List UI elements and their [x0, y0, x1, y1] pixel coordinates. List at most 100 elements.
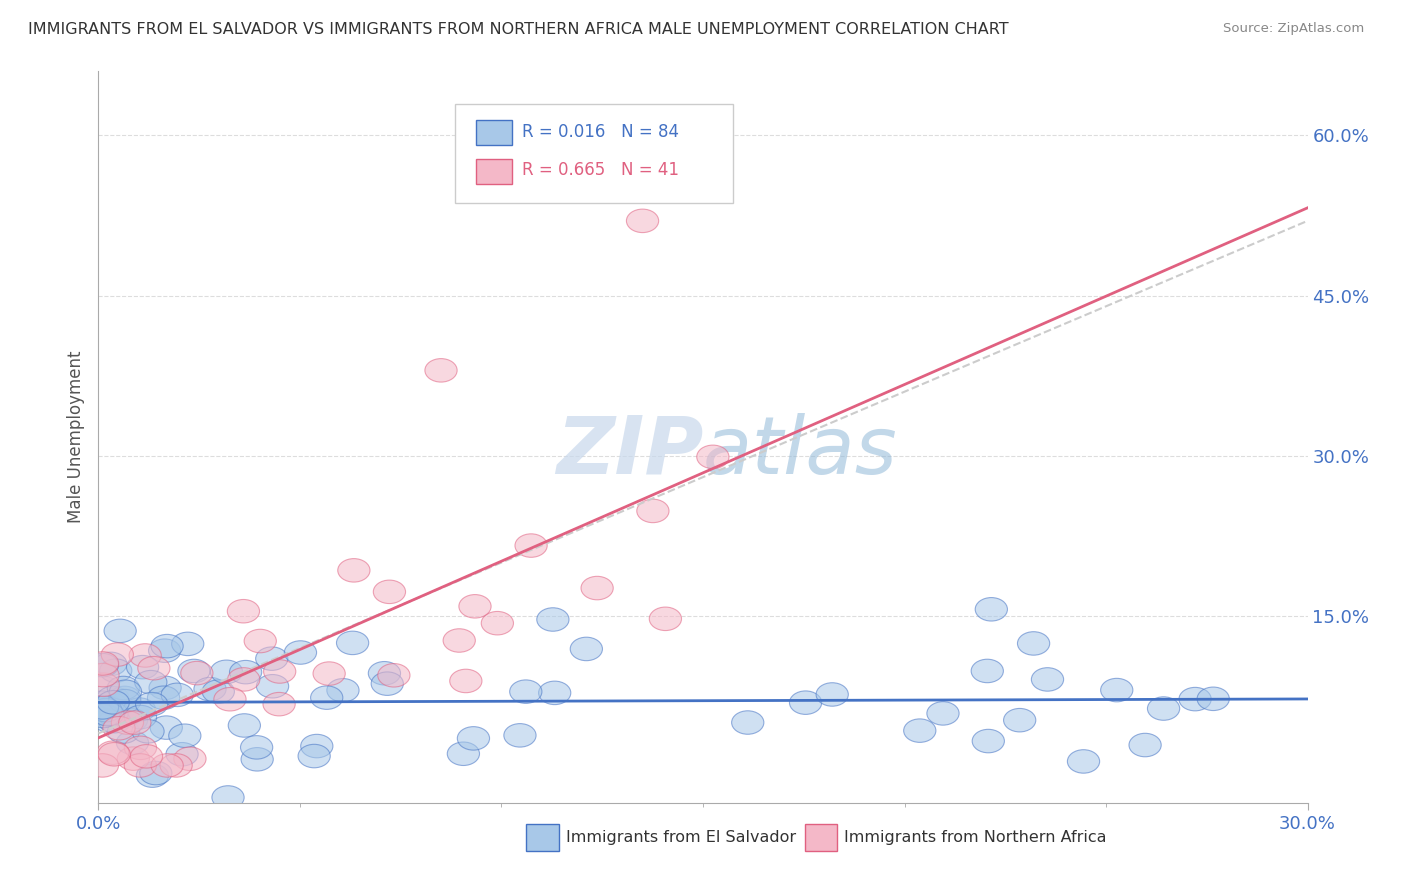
Ellipse shape: [240, 747, 273, 771]
Ellipse shape: [90, 698, 122, 722]
Ellipse shape: [311, 686, 343, 709]
Ellipse shape: [538, 681, 571, 705]
Ellipse shape: [212, 786, 245, 809]
Ellipse shape: [336, 632, 368, 655]
Ellipse shape: [97, 741, 129, 764]
Ellipse shape: [131, 745, 163, 768]
Ellipse shape: [503, 723, 536, 747]
Ellipse shape: [108, 686, 141, 710]
Ellipse shape: [214, 688, 246, 711]
Ellipse shape: [1018, 632, 1050, 656]
Ellipse shape: [378, 664, 411, 687]
Ellipse shape: [509, 680, 541, 704]
Ellipse shape: [107, 720, 139, 743]
Ellipse shape: [904, 719, 936, 742]
Ellipse shape: [127, 656, 159, 679]
Ellipse shape: [96, 702, 128, 725]
Text: R = 0.016   N = 84: R = 0.016 N = 84: [522, 123, 679, 141]
Ellipse shape: [135, 671, 167, 694]
Ellipse shape: [107, 676, 139, 699]
Ellipse shape: [108, 690, 141, 713]
Ellipse shape: [139, 762, 172, 785]
Ellipse shape: [637, 500, 669, 523]
Ellipse shape: [457, 727, 489, 750]
Ellipse shape: [87, 676, 120, 699]
Ellipse shape: [571, 637, 602, 661]
Ellipse shape: [98, 742, 131, 766]
Text: Immigrants from Northern Africa: Immigrants from Northern Africa: [845, 830, 1107, 846]
Ellipse shape: [1004, 708, 1036, 732]
FancyBboxPatch shape: [456, 104, 734, 203]
FancyBboxPatch shape: [475, 159, 512, 184]
Ellipse shape: [731, 711, 763, 734]
Ellipse shape: [101, 643, 134, 666]
Ellipse shape: [124, 754, 156, 777]
FancyBboxPatch shape: [475, 120, 512, 145]
Ellipse shape: [927, 702, 959, 725]
Ellipse shape: [537, 607, 569, 632]
Ellipse shape: [136, 764, 169, 788]
Ellipse shape: [87, 664, 120, 687]
Ellipse shape: [174, 747, 207, 771]
Ellipse shape: [111, 711, 143, 734]
Ellipse shape: [337, 558, 370, 582]
Ellipse shape: [228, 668, 260, 691]
Ellipse shape: [1129, 733, 1161, 756]
Ellipse shape: [228, 599, 260, 623]
Ellipse shape: [228, 714, 260, 737]
Ellipse shape: [581, 576, 613, 599]
Ellipse shape: [447, 742, 479, 765]
Ellipse shape: [162, 683, 194, 706]
Ellipse shape: [86, 691, 118, 714]
Ellipse shape: [110, 680, 142, 704]
Y-axis label: Male Unemployment: Male Unemployment: [66, 351, 84, 524]
Ellipse shape: [697, 445, 728, 468]
Ellipse shape: [135, 692, 167, 716]
FancyBboxPatch shape: [804, 824, 837, 851]
Ellipse shape: [149, 639, 181, 663]
Ellipse shape: [98, 709, 131, 733]
Ellipse shape: [172, 632, 204, 656]
Ellipse shape: [124, 706, 156, 729]
Ellipse shape: [263, 692, 295, 716]
Text: Immigrants from El Salvador: Immigrants from El Salvador: [567, 830, 796, 846]
Ellipse shape: [368, 662, 401, 685]
Ellipse shape: [87, 705, 120, 728]
Ellipse shape: [149, 676, 181, 699]
Ellipse shape: [650, 607, 682, 631]
Text: R = 0.665   N = 41: R = 0.665 N = 41: [522, 161, 679, 179]
FancyBboxPatch shape: [526, 824, 560, 851]
Ellipse shape: [458, 595, 491, 618]
Ellipse shape: [118, 711, 150, 734]
Ellipse shape: [132, 720, 165, 743]
Ellipse shape: [150, 754, 183, 777]
Ellipse shape: [117, 731, 149, 755]
Ellipse shape: [104, 619, 136, 642]
Ellipse shape: [181, 661, 212, 685]
Ellipse shape: [284, 640, 316, 665]
Ellipse shape: [245, 629, 277, 653]
Ellipse shape: [124, 698, 156, 722]
Ellipse shape: [91, 702, 124, 726]
Ellipse shape: [301, 734, 333, 758]
Ellipse shape: [627, 209, 658, 233]
Ellipse shape: [1101, 678, 1133, 702]
Ellipse shape: [1032, 668, 1063, 691]
Ellipse shape: [117, 747, 149, 771]
Ellipse shape: [177, 659, 209, 682]
Ellipse shape: [972, 659, 1004, 682]
Ellipse shape: [515, 533, 547, 558]
Ellipse shape: [481, 611, 513, 635]
Ellipse shape: [97, 701, 129, 724]
Ellipse shape: [124, 736, 156, 760]
Ellipse shape: [314, 662, 346, 685]
Ellipse shape: [115, 708, 148, 731]
Text: Source: ZipAtlas.com: Source: ZipAtlas.com: [1223, 22, 1364, 36]
Ellipse shape: [298, 744, 330, 768]
Ellipse shape: [256, 647, 288, 671]
Ellipse shape: [166, 742, 198, 766]
Ellipse shape: [100, 659, 132, 682]
Ellipse shape: [169, 724, 201, 747]
Ellipse shape: [371, 672, 404, 696]
Ellipse shape: [150, 716, 183, 739]
